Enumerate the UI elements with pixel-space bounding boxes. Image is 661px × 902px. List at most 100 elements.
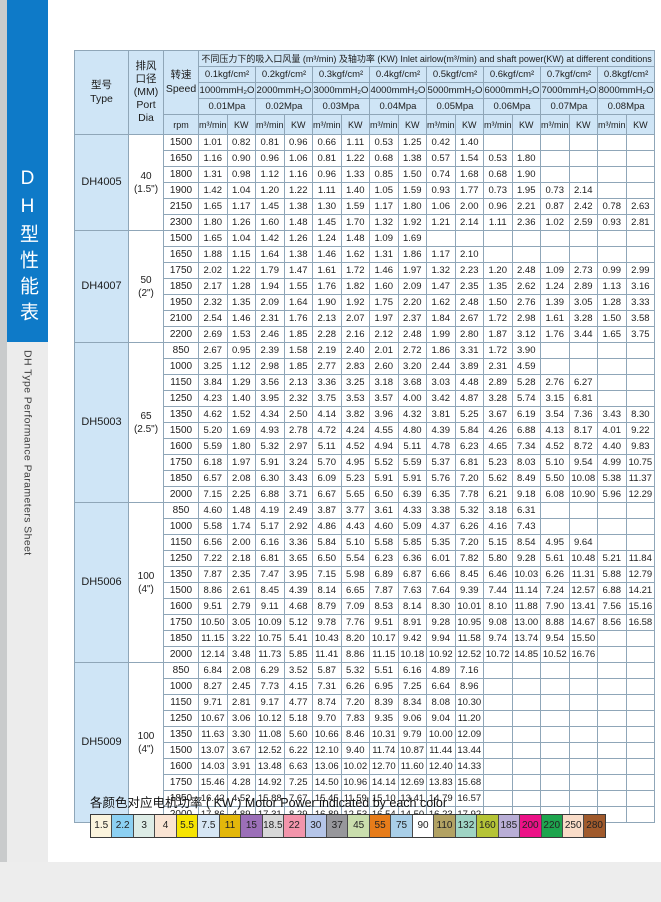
value-cell: 1.32 <box>426 262 456 279</box>
value-cell <box>511 230 541 247</box>
value-cell <box>568 150 598 167</box>
value-cell <box>568 694 598 711</box>
value-cell <box>625 694 656 711</box>
value-cell: 10.75 <box>625 454 656 471</box>
value-cell: 1.97 <box>226 454 256 471</box>
value-cell <box>625 678 656 695</box>
value-cell: 11.74 <box>369 742 399 759</box>
value-cell: 2.00 <box>226 534 256 551</box>
rpm-cell: 1000 <box>163 678 199 695</box>
value-cell: 0.78 <box>597 198 627 215</box>
value-cell: 2.48 <box>454 294 484 311</box>
value-cell: 1.92 <box>340 294 370 311</box>
value-cell: 3.90 <box>511 342 541 359</box>
value-cell: 1.90 <box>511 166 541 183</box>
kw-unit-header: KW <box>568 114 598 135</box>
value-cell: 4.86 <box>312 518 342 535</box>
value-cell: 2.14 <box>454 214 484 231</box>
value-cell: 1.84 <box>426 310 456 327</box>
value-cell: 1.46 <box>226 310 256 327</box>
value-cell: 10.09 <box>255 614 285 631</box>
value-cell: 10.67 <box>198 710 228 727</box>
value-cell <box>483 678 513 695</box>
value-cell: 15.46 <box>198 774 228 791</box>
value-cell: 16.42 <box>198 790 228 807</box>
pressure-mpa-header: 0.07Mpa <box>540 98 598 115</box>
value-cell: 1.32 <box>369 214 399 231</box>
value-cell: 4.60 <box>198 502 228 519</box>
value-cell: 8.96 <box>454 678 484 695</box>
model-cell: DH5006 <box>74 502 129 663</box>
value-cell: 4.28 <box>226 774 256 791</box>
value-cell: 0.82 <box>226 134 256 151</box>
value-cell: 0.85 <box>369 166 399 183</box>
value-cell: 5.87 <box>312 662 342 679</box>
value-cell: 5.58 <box>369 534 399 551</box>
table-row: 1850 6.57 2.08 6.30 3.43 6.09 5.23 5.91 5.91 5.76… <box>75 470 656 487</box>
value-cell <box>597 150 627 167</box>
speed-header: 转速 Speed <box>163 50 199 115</box>
value-cell: 4.95 <box>540 534 570 551</box>
value-cell: 1.46 <box>369 262 399 279</box>
value-cell <box>511 790 541 807</box>
value-cell: 8.17 <box>568 422 598 439</box>
value-cell: 1.55 <box>283 278 313 295</box>
value-cell: 9.28 <box>426 614 456 631</box>
value-cell: 2.48 <box>397 326 427 343</box>
value-cell: 10.92 <box>426 646 456 663</box>
value-cell: 1.72 <box>340 262 370 279</box>
value-cell: 6.46 <box>483 566 513 583</box>
value-cell <box>540 134 570 151</box>
value-cell: 7.24 <box>540 582 570 599</box>
value-cell: 15.88 <box>255 790 285 807</box>
value-cell: 1.11 <box>483 214 513 231</box>
value-cell: 13.07 <box>198 742 228 759</box>
kw-unit-header: KW <box>226 114 256 135</box>
value-cell: 3.30 <box>226 726 256 743</box>
pressure-mmh2o-header: 5000mmH₂O <box>426 82 484 99</box>
value-cell: 6.81 <box>454 454 484 471</box>
value-cell: 5.23 <box>483 454 513 471</box>
value-cell: 4.37 <box>426 518 456 535</box>
value-cell: 5.20 <box>198 422 228 439</box>
value-cell: 7.87 <box>198 566 228 583</box>
value-cell <box>454 230 484 247</box>
table-body: DH4005 40 (1.5") 1500 1.01 0.82 0.81 0.96 0.66 1… <box>74 134 656 823</box>
value-cell: 1.02 <box>540 214 570 231</box>
value-cell: 5.54 <box>340 550 370 567</box>
value-cell: 9.35 <box>369 710 399 727</box>
value-cell: 5.62 <box>483 470 513 487</box>
rpm-cell: 1150 <box>163 694 199 711</box>
port-cell: 100 (4") <box>128 662 164 823</box>
value-cell: 2.31 <box>255 310 285 327</box>
value-cell: 2.16 <box>340 326 370 343</box>
value-cell: 7.87 <box>369 582 399 599</box>
value-cell: 9.83 <box>625 438 656 455</box>
value-cell: 6.56 <box>198 534 228 551</box>
value-cell: 1.80 <box>397 198 427 215</box>
table-row: DH5003 65 (2.5") 850 2.67 0.95 2.39 1.58 2.19 2.… <box>74 342 656 503</box>
value-cell: 1.30 <box>312 198 342 215</box>
value-cell: 3.91 <box>226 758 256 775</box>
model-cell: DH4005 <box>74 134 129 231</box>
value-cell <box>597 694 627 711</box>
value-cell: 1.61 <box>312 262 342 279</box>
value-cell: 10.31 <box>369 726 399 743</box>
value-cell <box>568 710 598 727</box>
value-cell <box>511 710 541 727</box>
table-row: 1500 8.86 2.61 8.45 4.39 8.14 6.65 7.87 7.63 7.64… <box>75 582 656 599</box>
legend-swatch: 15 <box>240 815 262 837</box>
value-cell: 6.27 <box>568 374 598 391</box>
value-cell: 6.95 <box>369 678 399 695</box>
value-cell: 1.60 <box>255 214 285 231</box>
value-cell: 1.11 <box>312 182 342 199</box>
value-cell: 1.80 <box>198 214 228 231</box>
value-cell <box>568 342 598 359</box>
value-cell: 1.12 <box>255 166 285 183</box>
value-cell: 6.18 <box>198 454 228 471</box>
pressure-mpa-header: 0.02Mpa <box>255 98 313 115</box>
value-cell: 10.50 <box>198 614 228 631</box>
value-cell: 7.36 <box>568 406 598 423</box>
value-cell: 11.37 <box>625 470 656 487</box>
value-cell: 6.29 <box>255 662 285 679</box>
